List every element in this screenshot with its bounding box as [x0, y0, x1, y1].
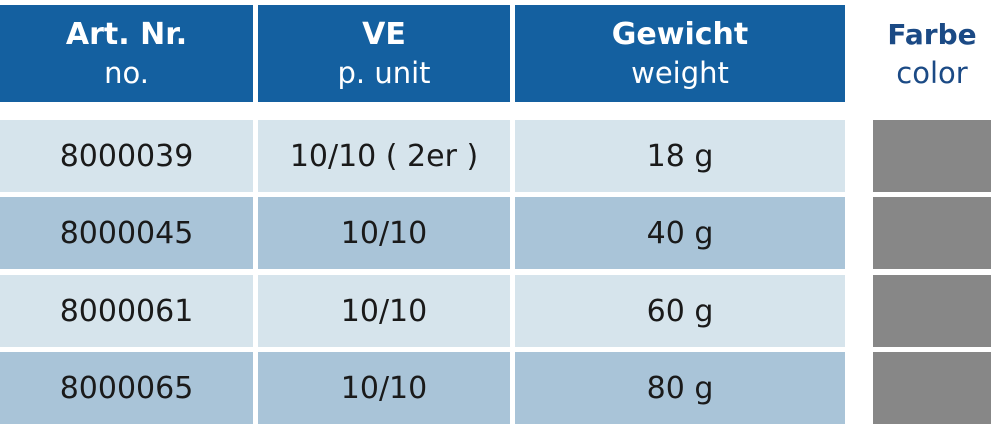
table-cell: 80 g — [515, 352, 845, 424]
cell-text: 10/10 — [340, 370, 428, 406]
table-cell: 40 g — [515, 197, 845, 269]
header-subtitle: color — [896, 55, 968, 90]
header-cell: Farbe color — [873, 5, 991, 102]
table-cell: 10/10 ( 2er ) — [258, 120, 510, 192]
color-swatch — [873, 275, 991, 347]
header-subtitle: weight — [631, 55, 729, 90]
table-cell: 8000039 — [0, 120, 253, 192]
header-subtitle: p. unit — [337, 55, 431, 90]
cell-text: 8000061 — [59, 293, 194, 329]
cell-text: 18 g — [646, 138, 714, 174]
header-subtitle: no. — [104, 55, 149, 90]
header-cell: VE p. unit — [258, 5, 510, 102]
cell-text: 8000065 — [59, 370, 194, 406]
color-swatch — [873, 197, 991, 269]
cell-text: 40 g — [646, 215, 714, 251]
header-cell: Art. Nr. no. — [0, 5, 253, 102]
table-cell: 10/10 — [258, 352, 510, 424]
cell-text: 8000045 — [59, 215, 194, 251]
table-cell: 10/10 — [258, 197, 510, 269]
header-title: VE — [362, 16, 406, 52]
cell-text: 60 g — [646, 293, 714, 329]
table-cell: 8000065 — [0, 352, 253, 424]
header-title: Art. Nr. — [65, 16, 188, 52]
table-cell: 10/10 — [258, 275, 510, 347]
cell-text: 10/10 — [340, 293, 428, 329]
header-title: Farbe — [887, 17, 977, 51]
header-title: Gewicht — [611, 16, 749, 52]
color-swatch — [873, 120, 991, 192]
cell-text: 80 g — [646, 370, 714, 406]
cell-text: 8000039 — [59, 138, 194, 174]
header-cell: Gewicht weight — [515, 5, 845, 102]
table-cell: 60 g — [515, 275, 845, 347]
table-cell: 8000061 — [0, 275, 253, 347]
cell-text: 10/10 — [340, 215, 428, 251]
cell-text: 10/10 ( 2er ) — [289, 138, 479, 174]
color-swatch — [873, 352, 991, 424]
table-cell: 18 g — [515, 120, 845, 192]
table-cell: 8000045 — [0, 197, 253, 269]
